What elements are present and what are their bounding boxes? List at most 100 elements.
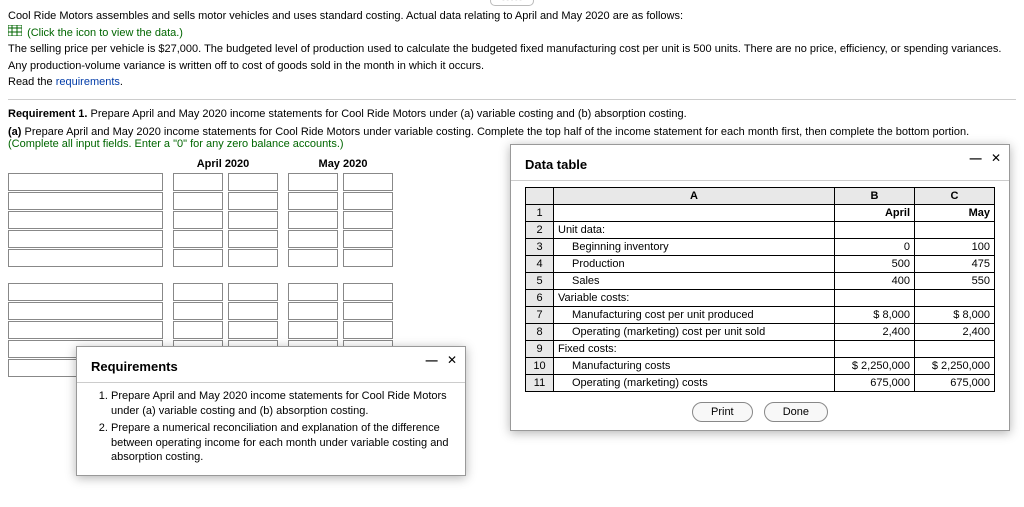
month-may: May xyxy=(915,205,995,222)
amount-input[interactable] xyxy=(173,249,223,267)
amount-input[interactable] xyxy=(228,173,278,191)
requirements-list: Prepare April and May 2020 income statem… xyxy=(111,389,451,465)
col-head-b: B xyxy=(835,188,915,205)
print-button[interactable]: Print xyxy=(692,402,753,422)
data-table-popup: — ✕ Data table A B C 1 April May 2Unit d… xyxy=(510,144,1010,431)
row-number: 6 xyxy=(526,290,554,307)
amount-input[interactable] xyxy=(228,211,278,229)
amount-input[interactable] xyxy=(343,283,393,301)
value-may: 2,400 xyxy=(915,324,995,341)
amount-input[interactable] xyxy=(173,230,223,248)
data-table-icon xyxy=(8,25,22,42)
amount-input[interactable] xyxy=(173,211,223,229)
value-may: 675,000 xyxy=(915,375,995,392)
part-a-label: (a) xyxy=(8,126,21,138)
value-april: 675,000 xyxy=(835,375,915,392)
minimize-icon[interactable]: — xyxy=(426,353,438,367)
value-may: 550 xyxy=(915,273,995,290)
data-table: A B C 1 April May 2Unit data:3Beginning … xyxy=(525,187,995,392)
line-label-input[interactable] xyxy=(8,211,163,229)
requirement-1-line: Requirement 1. Prepare April and May 202… xyxy=(8,108,1016,120)
row-number: 10 xyxy=(526,358,554,375)
requirements-popup: — ✕ Requirements Prepare April and May 2… xyxy=(76,346,466,476)
requirements-link[interactable]: requirements xyxy=(56,76,120,88)
read-req-prefix: Read the xyxy=(8,76,56,88)
amount-input[interactable] xyxy=(343,230,393,248)
amount-input[interactable] xyxy=(228,192,278,210)
amount-input[interactable] xyxy=(173,192,223,210)
close-icon[interactable]: ✕ xyxy=(447,353,457,367)
amount-input[interactable] xyxy=(228,302,278,320)
divider-tab: - - - - - xyxy=(490,0,534,6)
amount-input[interactable] xyxy=(288,302,338,320)
value-may xyxy=(915,341,995,358)
value-april: 400 xyxy=(835,273,915,290)
close-icon[interactable]: ✕ xyxy=(991,151,1001,165)
row-label: Unit data: xyxy=(554,222,835,239)
row-number: 7 xyxy=(526,307,554,324)
row-label: Beginning inventory xyxy=(554,239,835,256)
row-label: Production xyxy=(554,256,835,273)
done-button[interactable]: Done xyxy=(764,402,828,422)
value-may xyxy=(915,222,995,239)
amount-input[interactable] xyxy=(288,249,338,267)
amount-input[interactable] xyxy=(288,173,338,191)
amount-input[interactable] xyxy=(228,230,278,248)
row-number: 8 xyxy=(526,324,554,341)
minimize-icon[interactable]: — xyxy=(970,151,982,165)
line-label-input[interactable] xyxy=(8,302,163,320)
line-label-input[interactable] xyxy=(8,283,163,301)
month-april: April xyxy=(835,205,915,222)
amount-input[interactable] xyxy=(288,211,338,229)
row-number: 4 xyxy=(526,256,554,273)
amount-input[interactable] xyxy=(173,283,223,301)
amount-input[interactable] xyxy=(288,283,338,301)
amount-input[interactable] xyxy=(343,302,393,320)
row-label: Manufacturing costs xyxy=(554,358,835,375)
amount-input[interactable] xyxy=(343,249,393,267)
amount-input[interactable] xyxy=(343,211,393,229)
amount-input[interactable] xyxy=(343,173,393,191)
amount-input[interactable] xyxy=(288,321,338,339)
row-number: 11 xyxy=(526,375,554,392)
value-may: 100 xyxy=(915,239,995,256)
row-label: Variable costs: xyxy=(554,290,835,307)
section-divider xyxy=(8,99,1016,100)
value-april: 2,400 xyxy=(835,324,915,341)
amount-input[interactable] xyxy=(228,283,278,301)
line-label-input[interactable] xyxy=(8,173,163,191)
line-label-input[interactable] xyxy=(8,230,163,248)
row-number: 5 xyxy=(526,273,554,290)
value-may: $ 2,250,000 xyxy=(915,358,995,375)
requirements-title: Requirements xyxy=(91,359,451,374)
amount-input[interactable] xyxy=(343,192,393,210)
view-data-link[interactable]: (Click the icon to view the data.) xyxy=(27,27,183,39)
value-april xyxy=(835,222,915,239)
value-may: 475 xyxy=(915,256,995,273)
amount-input[interactable] xyxy=(173,302,223,320)
col-head-c: C xyxy=(915,188,995,205)
amount-input[interactable] xyxy=(173,173,223,191)
line-label-input[interactable] xyxy=(8,249,163,267)
row-number: 3 xyxy=(526,239,554,256)
value-april: $ 8,000 xyxy=(835,307,915,324)
amount-input[interactable] xyxy=(173,321,223,339)
value-april: $ 2,250,000 xyxy=(835,358,915,375)
part-a-instruction: (Complete all input fields. Enter a "0" … xyxy=(8,138,344,150)
row-label: Manufacturing cost per unit produced xyxy=(554,307,835,324)
requirement-1-label: Requirement 1. xyxy=(8,108,87,120)
amount-input[interactable] xyxy=(228,321,278,339)
amount-input[interactable] xyxy=(228,249,278,267)
line-label-input[interactable] xyxy=(8,192,163,210)
row-label: Fixed costs: xyxy=(554,341,835,358)
value-may: $ 8,000 xyxy=(915,307,995,324)
amount-input[interactable] xyxy=(288,192,338,210)
amount-input[interactable] xyxy=(288,230,338,248)
data-table-title: Data table xyxy=(525,157,995,172)
requirement-1-text: Prepare April and May 2020 income statem… xyxy=(87,108,686,120)
amount-input[interactable] xyxy=(343,321,393,339)
col-header-april: April 2020 xyxy=(163,156,283,172)
value-april xyxy=(835,341,915,358)
intro-paragraph-2: The selling price per vehicle is $27,000… xyxy=(8,41,1016,74)
line-label-input[interactable] xyxy=(8,321,163,339)
